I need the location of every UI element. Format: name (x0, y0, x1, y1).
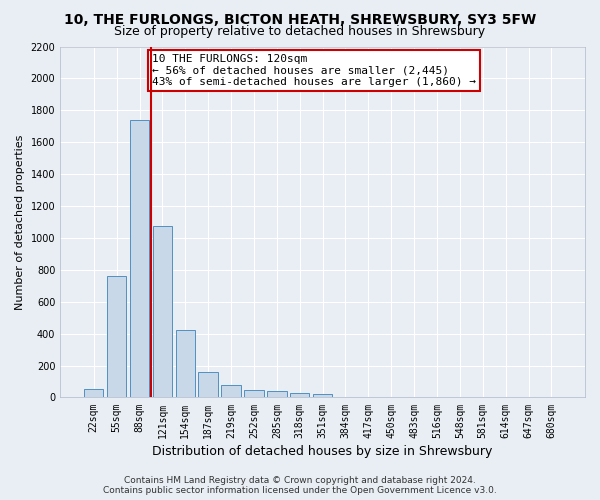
Bar (267, 392, 287, 398)
Text: Contains HM Land Registry data © Crown copyright and database right 2024.
Contai: Contains HM Land Registry data © Crown c… (103, 476, 497, 495)
Bar (244, 390, 263, 398)
Bar (84, 388, 103, 398)
Bar (199, 372, 218, 398)
Bar (107, 276, 127, 398)
Text: Size of property relative to detached houses in Shrewsbury: Size of property relative to detached ho… (115, 25, 485, 38)
Bar (152, 226, 172, 398)
Bar (176, 330, 195, 398)
Text: 10 THE FURLONGS: 120sqm
← 56% of detached houses are smaller (2,445)
43% of semi: 10 THE FURLONGS: 120sqm ← 56% of detache… (152, 54, 476, 87)
Text: 10, THE FURLONGS, BICTON HEATH, SHREWSBURY, SY3 5FW: 10, THE FURLONGS, BICTON HEATH, SHREWSBU… (64, 12, 536, 26)
Bar (313, 394, 332, 398)
Bar (130, 120, 149, 398)
X-axis label: Distribution of detached houses by size in Shrewsbury: Distribution of detached houses by size … (152, 444, 493, 458)
Bar (290, 393, 310, 398)
Bar (221, 384, 241, 398)
Y-axis label: Number of detached properties: Number of detached properties (15, 134, 25, 310)
